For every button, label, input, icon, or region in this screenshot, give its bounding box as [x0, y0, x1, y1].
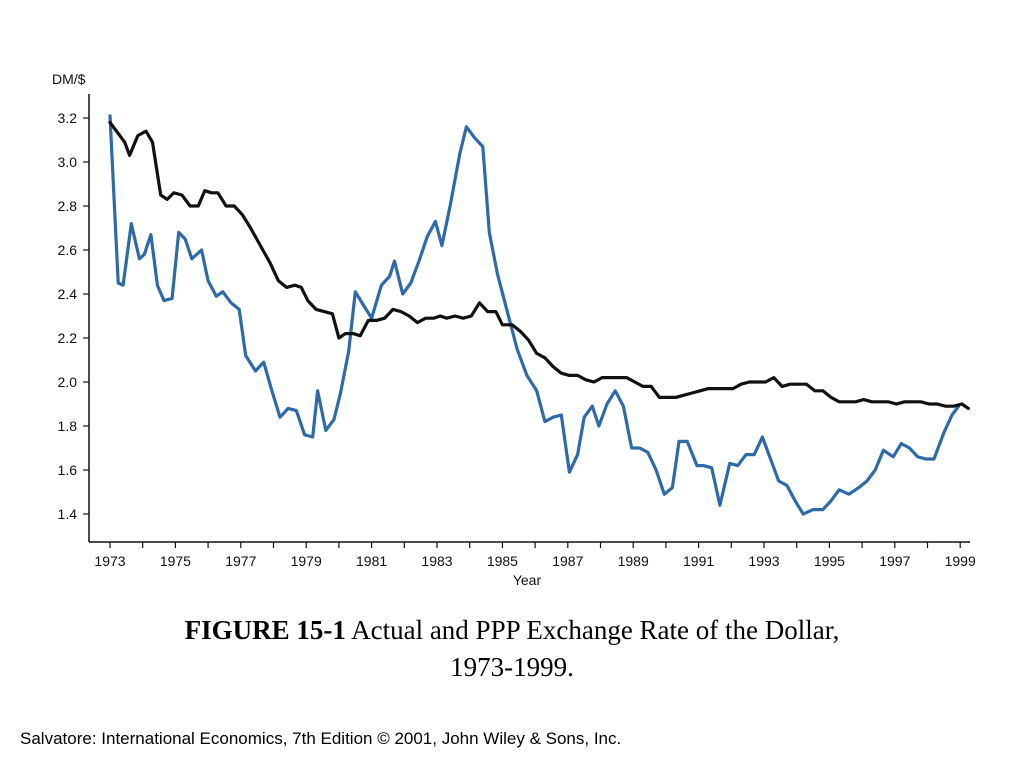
x-tick-label: 1999	[945, 553, 976, 569]
y-tick-label: 2.0	[58, 374, 78, 390]
x-tick-label: 1977	[225, 553, 256, 569]
y-axis-label: DM/$	[52, 71, 86, 87]
x-tick-label: 1987	[552, 553, 583, 569]
y-axis-ticks: 1.4 1.6 1.8 2.0 2.2 2.4 2.6 2.8 3.0 3.2	[58, 110, 89, 522]
y-tick-label: 2.2	[58, 330, 78, 346]
x-axis-ticks: 1973 1975 1977 1979 1981 1983 1985 1987 1989 1991…	[94, 542, 976, 569]
series-line-blue	[108, 114, 961, 516]
x-tick-label: 1973	[94, 553, 125, 569]
x-tick-label: 1991	[683, 553, 714, 569]
series-line-black	[108, 120, 971, 410]
x-tick-label: 1989	[618, 553, 649, 569]
y-tick-label: 1.4	[58, 506, 78, 522]
x-tick-label: 1985	[487, 553, 518, 569]
figure-caption: FIGURE 15-1 Actual and PPP Exchange Rate…	[0, 612, 1024, 686]
exchange-rate-chart: DM/$ Year 1.4 1.6 1.8 2.0 2.2 2.4 2.6 2.8 3.0 3.2…	[52, 71, 976, 588]
source-credit: Salvatore: International Economics, 7th …	[20, 729, 622, 748]
y-tick-label: 3.0	[58, 154, 78, 170]
x-tick-label: 1979	[291, 553, 322, 569]
y-tick-label: 3.2	[58, 110, 78, 126]
x-tick-label: 1983	[421, 553, 452, 569]
x-tick-label: 1993	[748, 553, 779, 569]
y-tick-label: 2.4	[58, 286, 78, 302]
y-tick-label: 2.8	[58, 198, 78, 214]
x-axis-label: Year	[513, 572, 542, 588]
x-tick-label: 1997	[879, 553, 910, 569]
figure-label: FIGURE 15-1	[184, 615, 346, 645]
y-tick-label: 1.6	[58, 462, 78, 478]
figure-title: Actual and PPP Exchange Rate of the Doll…	[345, 615, 840, 645]
x-tick-label: 1995	[814, 553, 845, 569]
figure-title-years: 1973-1999.	[450, 652, 574, 682]
y-tick-label: 2.6	[58, 242, 78, 258]
x-tick-label: 1981	[356, 553, 387, 569]
y-tick-label: 1.8	[58, 418, 78, 434]
series-lines	[108, 114, 971, 516]
x-tick-label: 1975	[160, 553, 191, 569]
